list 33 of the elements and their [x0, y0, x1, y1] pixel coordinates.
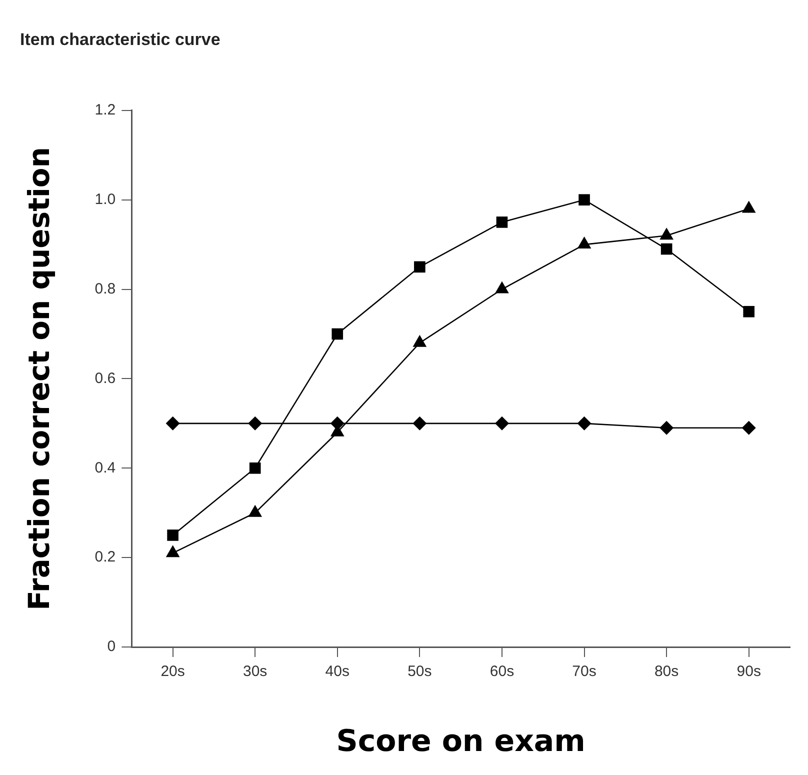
point — [743, 306, 755, 318]
point — [249, 462, 261, 474]
x-tick-label: 70s — [572, 663, 596, 680]
point — [412, 416, 427, 430]
y-tick-label: 0 — [107, 638, 116, 656]
x-tick-label: 90s — [736, 663, 761, 680]
point — [248, 416, 262, 430]
point — [167, 530, 178, 541]
point — [166, 416, 180, 430]
point — [660, 420, 674, 435]
y-tick-label: 1.0 — [94, 190, 116, 208]
y-tick-label: 0.6 — [94, 370, 116, 387]
chart-title: Item characteristic curve — [20, 30, 220, 49]
x-tick-label: 40s — [325, 663, 350, 680]
point — [578, 194, 590, 206]
point — [332, 328, 344, 340]
point — [660, 243, 672, 255]
point — [494, 416, 509, 430]
x-tick-label: 50s — [408, 663, 432, 680]
x-tick-label: 20s — [160, 663, 185, 680]
point — [496, 216, 508, 228]
y-tick-label: 0.4 — [94, 459, 116, 476]
x-axis-title: Score on exam — [336, 724, 586, 759]
point — [577, 416, 592, 430]
y-tick-label: 0.2 — [94, 548, 116, 566]
y-axis-title: Fraction correct on question — [22, 146, 56, 610]
x-tick-label: 30s — [243, 663, 268, 680]
point — [742, 420, 756, 435]
y-tick-label: 0.8 — [94, 280, 116, 298]
point — [414, 261, 426, 273]
x-tick-label: 60s — [490, 663, 514, 680]
y-tick-label: 1.2 — [94, 102, 116, 119]
x-tick-label: 80s — [654, 663, 679, 680]
